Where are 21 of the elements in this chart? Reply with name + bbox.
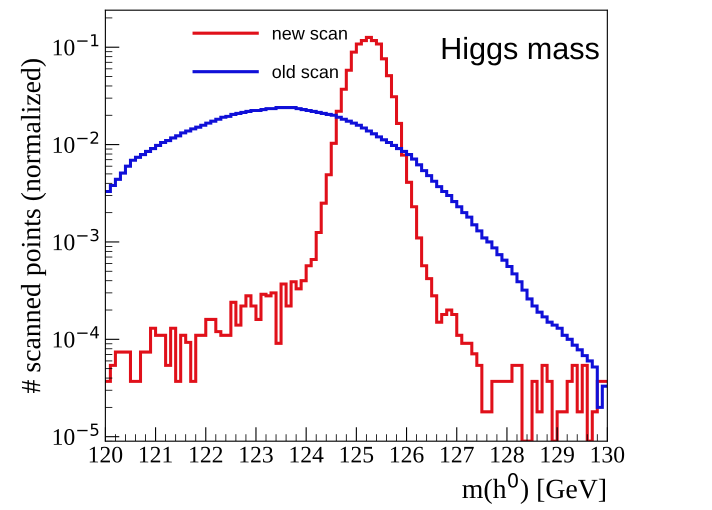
x-tick-label: 126 xyxy=(390,446,424,463)
y-axis-title: # scanned points (normalized) xyxy=(20,59,46,393)
y-tick-label: 10$^{−5}$ xyxy=(54,424,98,445)
x-tick-label: 127 xyxy=(441,446,474,462)
y-tick-label: 10$^{−4}$ xyxy=(54,326,99,348)
x-tick-label: 128 xyxy=(491,446,524,463)
x-tick-label: 122 xyxy=(190,446,222,462)
x-tick-label: 125 xyxy=(340,446,374,463)
legend-label: new scan xyxy=(272,30,347,40)
y-tick-label: 10$^{−2}$ xyxy=(54,131,98,153)
x-axis-title: m(h$^{0}$) [GeV] xyxy=(462,472,606,504)
legend-label: old scan xyxy=(272,64,338,78)
x-tick-label: 120 xyxy=(90,446,122,463)
x-tick-label: 123 xyxy=(240,446,273,463)
x-tick-label: 121 xyxy=(140,446,172,462)
annotation: Higgs mass xyxy=(442,36,599,66)
x-tick-label: 130 xyxy=(592,446,624,463)
y-tick-label: 10$^{−1}$ xyxy=(54,34,98,56)
x-tick-label: 129 xyxy=(542,446,574,463)
x-tick-label: 124 xyxy=(290,446,324,462)
y-tick-label: 10$^{−3}$ xyxy=(54,228,99,250)
